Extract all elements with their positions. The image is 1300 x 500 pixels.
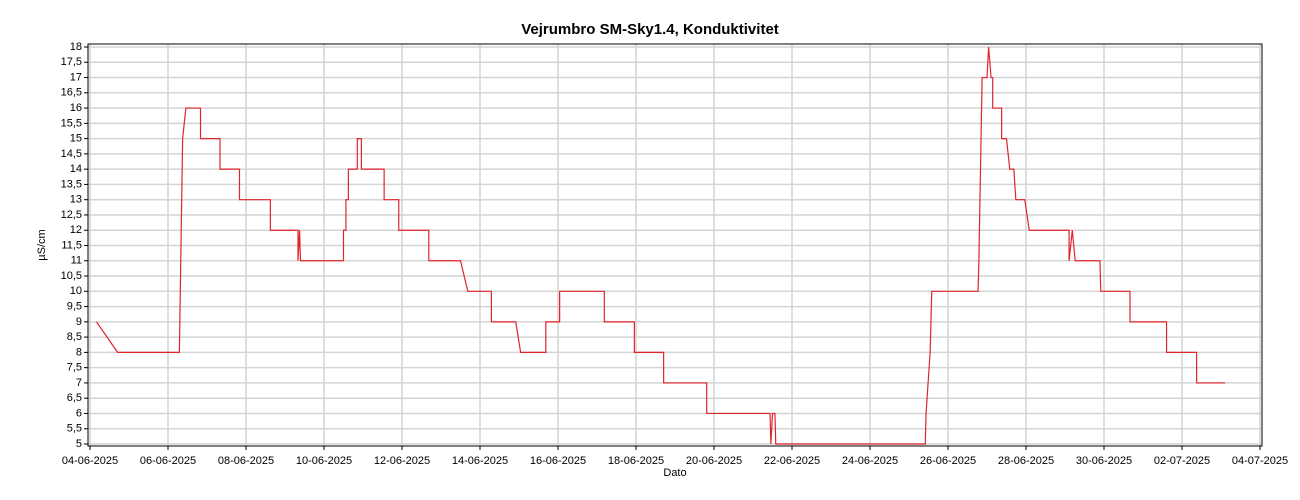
y-tick-label: 11 — [71, 255, 82, 267]
x-tick-label: 18-06-2025 — [608, 455, 664, 467]
y-tick-label: 5 — [76, 438, 82, 450]
y-tick-label: 16 — [70, 102, 82, 114]
y-tick-label: 9,5 — [67, 300, 82, 312]
y-tick-label: 17 — [70, 71, 82, 83]
x-tick-label: 08-06-2025 — [218, 455, 274, 467]
x-tick-label: 06-06-2025 — [140, 455, 196, 467]
y-tick-label: 14,5 — [61, 148, 82, 160]
x-tick-label: 04-07-2025 — [1232, 455, 1288, 467]
x-tick-label: 24-06-2025 — [842, 455, 898, 467]
y-tick-label: 7,5 — [67, 362, 82, 374]
x-tick-label: 02-07-2025 — [1154, 455, 1210, 467]
x-tick-label: 20-06-2025 — [686, 455, 742, 467]
y-tick-label: 6 — [76, 407, 82, 419]
y-tick-label: 16,5 — [61, 87, 82, 99]
y-axis-label: µS/cm — [36, 229, 48, 260]
y-tick-label: 6,5 — [67, 392, 82, 404]
x-tick-label: 04-06-2025 — [62, 455, 118, 467]
y-tick-label: 13 — [70, 194, 82, 206]
chart-title: Vejrumbro SM-Sky1.4, Konduktivitet — [521, 21, 779, 38]
y-tick-label: 18 — [70, 41, 82, 53]
y-tick-label: 9 — [76, 316, 82, 328]
y-tick-label: 10,5 — [61, 270, 82, 282]
x-tick-label: 12-06-2025 — [374, 455, 430, 467]
y-tick-label: 14 — [70, 163, 82, 175]
y-tick-label: 12,5 — [61, 209, 82, 221]
y-tick-label: 8,5 — [67, 331, 82, 343]
y-tick-label: 7 — [76, 377, 82, 389]
y-tick-label: 13,5 — [61, 178, 82, 190]
y-tick-label: 17,5 — [61, 56, 82, 68]
y-tick-label: 11,5 — [61, 239, 82, 251]
y-tick-label: 15 — [70, 133, 82, 145]
y-tick-label: 15,5 — [61, 117, 82, 129]
x-tick-label: 30-06-2025 — [1076, 455, 1132, 467]
x-tick-label: 28-06-2025 — [998, 455, 1054, 467]
data-line — [96, 46, 1226, 445]
plot-frame — [87, 43, 1263, 447]
x-tick-label: 14-06-2025 — [452, 455, 508, 467]
y-tick-label: 5,5 — [67, 423, 82, 435]
x-tick-label: 26-06-2025 — [920, 455, 976, 467]
x-axis-label: Dato — [663, 467, 686, 479]
x-tick-label: 16-06-2025 — [530, 455, 586, 467]
y-tick-label: 12 — [70, 224, 82, 236]
x-tick-label: 10-06-2025 — [296, 455, 352, 467]
y-tick-label: 8 — [76, 346, 82, 358]
y-tick-label: 10 — [70, 285, 82, 297]
x-tick-label: 22-06-2025 — [764, 455, 820, 467]
